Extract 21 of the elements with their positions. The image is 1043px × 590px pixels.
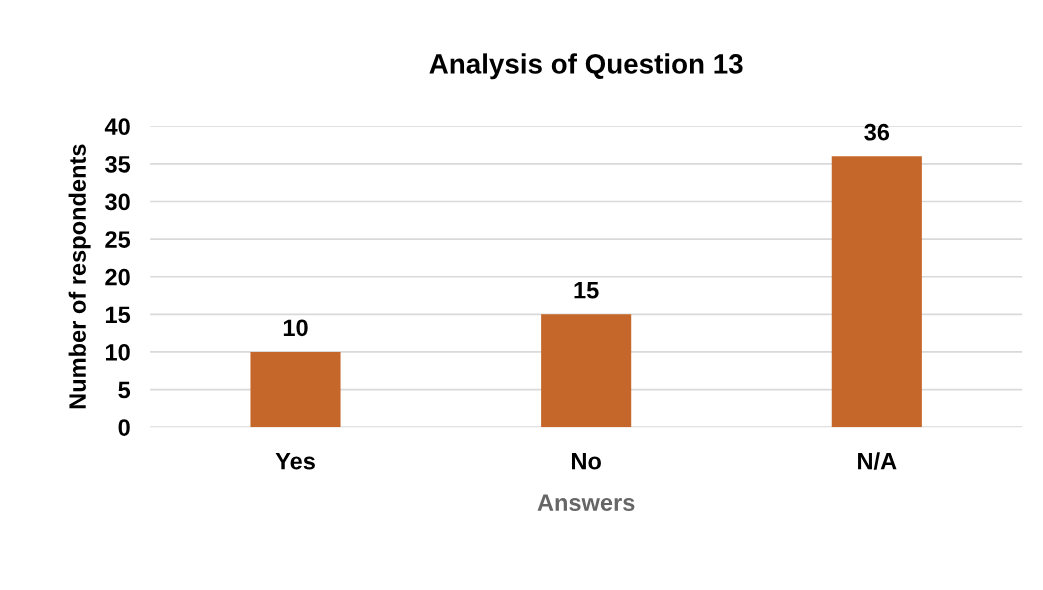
y-tick-label: 40 [104, 118, 130, 136]
data-label: 36 [864, 123, 890, 141]
data-label: 15 [574, 282, 599, 299]
bar [831, 156, 922, 428]
chart-title: Analysis of Question 13 [429, 53, 743, 80]
y-tick-label: 35 [105, 155, 131, 173]
y-tick-label: 5 [118, 381, 131, 399]
data-label: 10 [283, 319, 308, 337]
y-tick-label: 20 [105, 268, 130, 286]
y-tick-label: 15 [105, 306, 131, 324]
y-tick-label: 30 [105, 193, 130, 211]
y-tick-label: 25 [105, 231, 131, 248]
x-tick-label: No [572, 453, 601, 470]
y-axis-title: Number of respondents [68, 144, 91, 409]
x-tick-label: N/A [858, 452, 897, 470]
x-axis-title: Answers [537, 494, 635, 511]
y-tick-label: 0 [118, 419, 130, 436]
y-tick-label: 10 [105, 344, 130, 361]
bar [250, 351, 341, 428]
x-tick-label: Yes [275, 453, 315, 470]
bar [541, 314, 632, 428]
